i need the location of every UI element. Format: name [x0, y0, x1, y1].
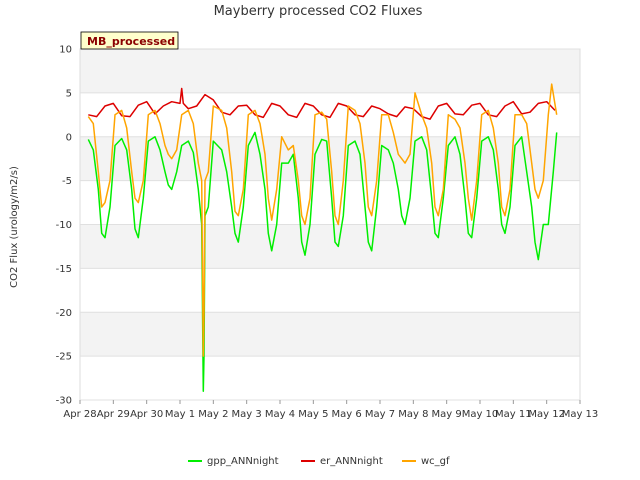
badge-label: MB_processed [87, 35, 175, 48]
legend: gpp_ANNnight er_ANNnight wc_gf [188, 456, 450, 467]
legend-label-wc_gf: wc_gf [421, 456, 450, 467]
x-tick-label: May 10 [462, 409, 499, 420]
x-tick-label: May 1 [165, 409, 195, 420]
y-tick-label: -15 [56, 264, 72, 275]
x-tick-label: May 12 [528, 409, 565, 420]
plot-band [80, 92, 580, 137]
x-tick-label: May 13 [562, 409, 599, 420]
y-tick-label: 0 [66, 132, 72, 143]
x-tick-label: May 7 [365, 409, 395, 420]
x-tick-label: May 9 [432, 409, 462, 420]
x-tick-label: May 11 [495, 409, 532, 420]
dataset-badge: MB_processed [80, 31, 179, 50]
x-tick-label: Apr 29 [97, 409, 130, 420]
x-tick-label: Apr 28 [63, 409, 96, 420]
y-tick-label: 5 [66, 88, 72, 99]
plot-band [80, 224, 580, 269]
y-tick-label: -10 [56, 220, 72, 231]
y-axis-label: CO2 Flux (urology/m2/s) [9, 166, 20, 288]
y-tick-label: -5 [62, 176, 72, 187]
chart-title: Mayberry processed CO2 Fluxes [214, 4, 423, 19]
legend-label-gpp_ANNnight: gpp_ANNnight [207, 456, 279, 467]
x-tick-label: May 5 [298, 409, 328, 420]
x-tick-label: May 3 [232, 409, 262, 420]
legend-label-er_ANNnight: er_ANNnight [320, 456, 383, 467]
x-tick-label: May 2 [198, 409, 228, 420]
x-axis-ticks: Apr 28 Apr 29 Apr 30 May 1 May 2 May 3 May 4 Ma… [63, 400, 598, 420]
plot-band [80, 49, 580, 93]
plot-band [80, 356, 580, 400]
badge-box [80, 31, 179, 50]
plot-band [80, 312, 580, 357]
x-tick-label: May 4 [265, 409, 295, 420]
series-line-wc_gf [87, 83, 558, 357]
x-tick-label: May 6 [332, 409, 362, 420]
y-tick-label: -20 [56, 308, 72, 319]
plot-background [79, 48, 581, 401]
series-lines [87, 83, 558, 392]
plot-band [80, 268, 580, 313]
y-tick-label: -25 [56, 352, 72, 363]
y-axis-ticks: 10 5 0 -5 -10 -15 -20 -25 -30 [56, 45, 72, 407]
x-tick-label: Apr 30 [130, 409, 163, 420]
series-line-gpp_ANNnight [87, 131, 558, 392]
y-tick-label: 10 [59, 45, 72, 56]
plot-band [80, 180, 580, 225]
y-tick-label: -30 [56, 396, 72, 407]
x-tick-label: May 8 [398, 409, 428, 420]
series-line-er_ANNnight [88, 87, 556, 120]
